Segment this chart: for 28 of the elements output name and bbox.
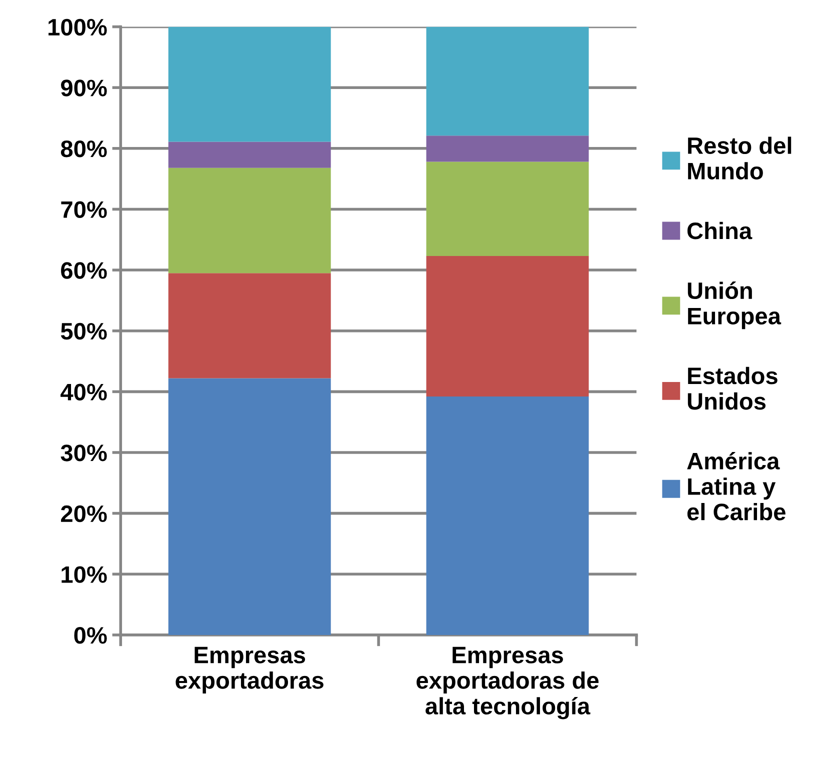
bar	[426, 256, 589, 397]
bar	[426, 26, 589, 136]
legend-label: Resto del Mundo	[688, 136, 792, 180]
y-tick-label: 20%	[61, 505, 107, 522]
y-tick-label: 30%	[60, 444, 107, 462]
bar	[426, 136, 589, 162]
y-tick-label: 60%	[61, 262, 107, 279]
bar	[426, 396, 589, 635]
x-tick-label: Empresas exportadoras	[176, 646, 324, 694]
y-tick-label: 40%	[60, 384, 107, 400]
legend-label: China	[687, 222, 752, 240]
y-tick-label: 100%	[48, 18, 107, 36]
bar	[168, 378, 331, 635]
y-tick-label: 50%	[60, 322, 107, 340]
bar	[426, 162, 589, 256]
y-tick-label: 0%	[74, 627, 107, 644]
bar	[168, 142, 331, 168]
y-tick-label: 90%	[61, 80, 107, 96]
y-tick-label: 10%	[62, 566, 107, 583]
x-tick-label: Empresas exportadoras de alta tecnología	[416, 646, 599, 720]
y-tick-label: 80%	[60, 140, 107, 158]
legend-label: América Latina y el Caribe	[687, 452, 786, 520]
bar	[168, 26, 331, 142]
bar	[168, 168, 331, 274]
legend-label: Estados Unidos	[688, 366, 778, 410]
bar	[168, 273, 331, 378]
legend-label: Unión Europea	[688, 282, 782, 330]
y-tick-label: 70%	[61, 201, 107, 218]
